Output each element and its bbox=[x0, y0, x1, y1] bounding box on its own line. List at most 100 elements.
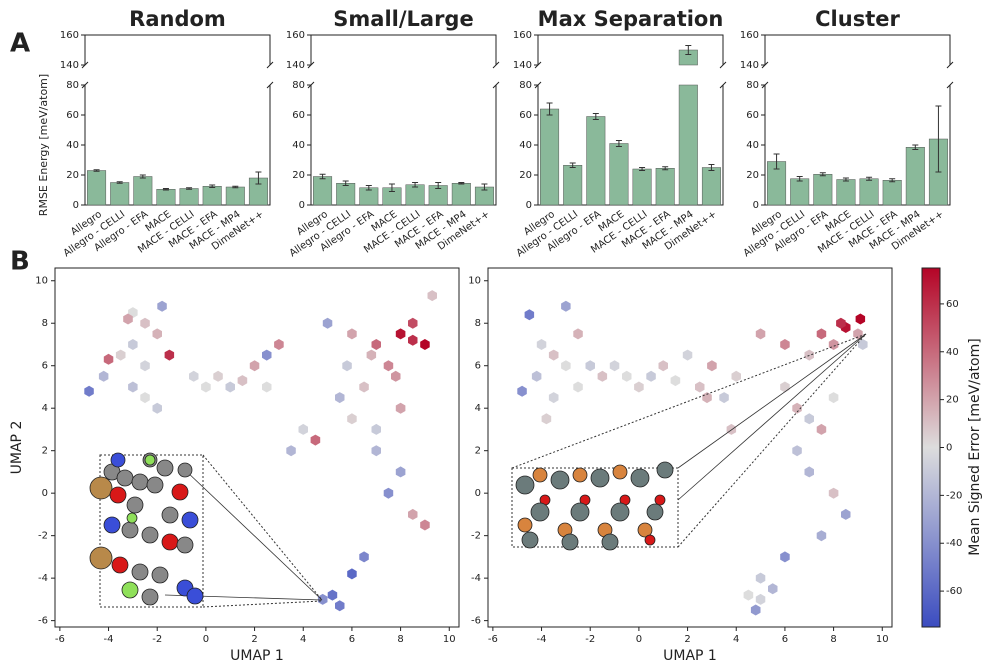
plot-area bbox=[54, 267, 460, 628]
hexbin-cell bbox=[836, 317, 846, 329]
y-tick-label: 0 bbox=[73, 200, 79, 211]
hexbin-cell bbox=[335, 600, 345, 612]
hexbin-cell bbox=[408, 334, 418, 346]
axis-break bbox=[946, 81, 954, 89]
x-tick-label: 10 bbox=[876, 634, 889, 645]
hexbin-cell bbox=[371, 423, 381, 435]
hexbin-cell bbox=[262, 381, 272, 393]
hexbin-cell bbox=[395, 328, 406, 340]
y-tick-label: 80 bbox=[746, 80, 759, 91]
x-tick-label: -2 bbox=[152, 634, 162, 645]
hexbin-cell bbox=[347, 413, 357, 425]
y-tick-label: 8 bbox=[42, 318, 48, 329]
error-bar bbox=[435, 182, 442, 189]
error-bar bbox=[889, 178, 896, 183]
hexbin-cell bbox=[383, 487, 394, 499]
bar bbox=[313, 176, 333, 206]
y-tick-label: 160 bbox=[740, 30, 759, 41]
y-tick-label: 0 bbox=[475, 488, 481, 499]
error-bar bbox=[773, 153, 780, 170]
hexbin-cell bbox=[597, 370, 608, 382]
hexbin-cell bbox=[395, 466, 406, 478]
error-bar bbox=[935, 105, 942, 173]
hexbin-cell bbox=[249, 360, 260, 372]
y-tick-label: 60 bbox=[292, 110, 305, 121]
hexbin-cell bbox=[548, 349, 559, 361]
hexbin-cell bbox=[298, 423, 308, 435]
y-tick-label: 60 bbox=[746, 110, 759, 121]
y-tick-label: 20 bbox=[292, 170, 305, 181]
hexbin-cell bbox=[702, 392, 712, 404]
error-bar bbox=[639, 167, 646, 171]
y-tick-label: 140 bbox=[740, 60, 759, 71]
y-tick-label: 160 bbox=[513, 30, 532, 41]
bar bbox=[87, 170, 107, 206]
y-tick-label: 2 bbox=[42, 446, 48, 457]
x-tick-label: 4 bbox=[300, 634, 306, 645]
hexbin-cell bbox=[164, 349, 175, 361]
y-axis-label: RMSE Energy [meV/atom] bbox=[37, 74, 50, 216]
colorbar-tick-label: 0 bbox=[946, 443, 952, 454]
error-bar bbox=[365, 185, 372, 191]
x-tick-label: 2 bbox=[251, 634, 257, 645]
hexbin-cell bbox=[841, 508, 851, 520]
y-tick-label: 0 bbox=[526, 200, 532, 211]
y-tick-label: 0 bbox=[42, 488, 48, 499]
x-tick-label: 10 bbox=[443, 634, 456, 645]
axis-break bbox=[266, 61, 274, 69]
hexbin-cell bbox=[420, 519, 430, 531]
hexbin-cell bbox=[816, 328, 827, 340]
colorbar-tick-label: -40 bbox=[946, 538, 962, 549]
hexbin-cell bbox=[395, 402, 406, 414]
hexbin-cell bbox=[327, 589, 338, 601]
hexbin-cell bbox=[670, 375, 681, 387]
inset-left bbox=[89, 452, 323, 608]
hexbin-cell bbox=[383, 360, 394, 372]
error-bar bbox=[232, 185, 239, 189]
hexbin-cell bbox=[342, 360, 352, 372]
error-bar bbox=[912, 144, 919, 150]
axis-frame bbox=[54, 267, 460, 628]
hexbin-cell bbox=[609, 360, 620, 372]
panel-label: A bbox=[10, 29, 30, 59]
panel-label: B bbox=[10, 247, 30, 277]
y-tick-label: 4 bbox=[42, 403, 48, 414]
axis-break bbox=[266, 81, 274, 89]
hexbin-cell bbox=[726, 423, 737, 435]
hexbin-cell bbox=[366, 349, 377, 361]
hexbin-cell bbox=[828, 339, 839, 350]
axis-frame bbox=[487, 267, 893, 628]
bar bbox=[133, 176, 153, 206]
hexbin-cell bbox=[359, 381, 369, 393]
hexbin-cell bbox=[622, 370, 632, 382]
x-tick-label: 6 bbox=[782, 634, 788, 645]
hexbin-cell bbox=[322, 317, 333, 329]
hexbin-cell bbox=[548, 392, 559, 404]
x-tick-label: -6 bbox=[55, 634, 65, 645]
y-tick-label: 10 bbox=[35, 276, 48, 287]
y-tick-label: 8 bbox=[475, 318, 481, 329]
y-tick-label: 6 bbox=[475, 361, 481, 372]
hexbin-cell bbox=[225, 381, 235, 393]
error-bar bbox=[592, 113, 599, 120]
chart-title: Small/Large bbox=[333, 7, 473, 31]
axis-frame bbox=[84, 34, 271, 206]
error-bar bbox=[319, 173, 326, 180]
bar bbox=[678, 84, 698, 206]
x-tick-label: -4 bbox=[537, 634, 547, 645]
y-tick-label: -4 bbox=[38, 573, 48, 584]
error-bar bbox=[93, 169, 100, 172]
chart-title: Random bbox=[129, 7, 226, 31]
colorbar-tick-label: -20 bbox=[946, 490, 962, 501]
y-tick-label: 80 bbox=[519, 80, 532, 91]
y-tick-label: 40 bbox=[66, 140, 79, 151]
error-bar bbox=[458, 182, 465, 185]
x-tick-label: 0 bbox=[203, 634, 209, 645]
error-bar bbox=[842, 177, 849, 182]
hexbin-cell bbox=[517, 385, 527, 397]
hexbin-cell bbox=[140, 392, 150, 404]
y-tick-label: 0 bbox=[753, 200, 759, 211]
x-tick-label: 0 bbox=[636, 634, 642, 645]
bar bbox=[156, 189, 176, 206]
hexbin-cell bbox=[347, 328, 357, 340]
